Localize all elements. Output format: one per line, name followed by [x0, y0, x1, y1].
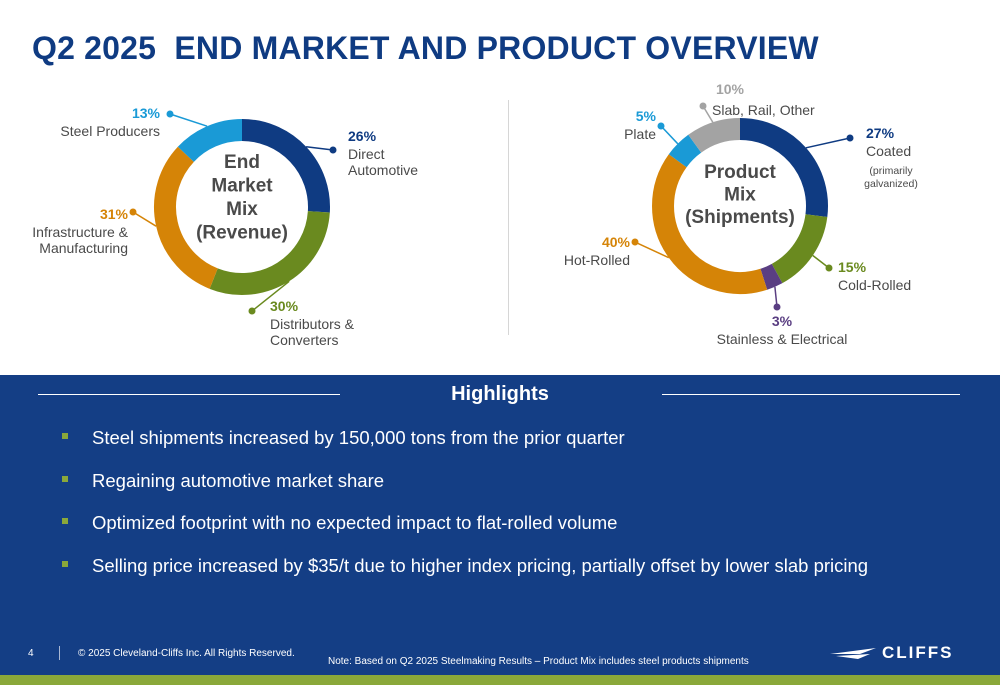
slice-percent-label: 30%: [270, 298, 299, 314]
slice-category-label: Plate: [624, 126, 656, 142]
slice-percent-label: 26%: [348, 128, 377, 144]
footnote: Note: Based on Q2 2025 Steelmaking Resul…: [328, 656, 749, 667]
donut-slice: [771, 213, 828, 284]
leader-dot: [657, 122, 665, 130]
donut-slice: [688, 118, 741, 153]
leader-dot: [773, 303, 781, 311]
slice-category-label: Cold-Rolled: [838, 277, 911, 293]
slice-category-label: Steel Producers: [60, 123, 160, 139]
slice-sublabel: (primarily: [869, 165, 913, 177]
donut-slice: [668, 134, 702, 168]
donut-center-title: (Revenue): [196, 223, 288, 244]
slice-percent-label: 40%: [602, 234, 631, 250]
slice-percent-label: 10%: [716, 81, 745, 97]
donut-center-title: Mix: [724, 185, 756, 206]
donut-slice: [739, 118, 828, 218]
highlight-item: Steel shipments increased by 150,000 ton…: [60, 427, 868, 470]
bottom-accent-bar: [0, 675, 1000, 685]
leader-line: [132, 211, 157, 227]
highlights-rule-left: [38, 394, 340, 395]
leader-line: [660, 125, 679, 145]
donut-center-title: End: [224, 152, 260, 173]
leader-dot: [846, 134, 854, 142]
donut-slice: [760, 263, 783, 290]
leader-dot: [699, 102, 707, 110]
leader-line: [634, 241, 670, 259]
leader-line: [169, 113, 208, 127]
highlight-item: Regaining automotive market share: [60, 470, 868, 513]
leader-dot: [248, 307, 256, 315]
leader-line: [306, 146, 334, 151]
highlights-panel: Highlights Steel shipments increased by …: [0, 375, 1000, 675]
leader-dot: [129, 208, 137, 216]
slice-category-label: Direct: [348, 146, 385, 162]
slice-category-label: Infrastructure &: [32, 224, 128, 240]
slice-percent-label: 5%: [636, 108, 657, 124]
bullet-square-icon: [62, 433, 68, 439]
cliffs-logo-icon: [830, 648, 876, 659]
logo-wordmark: CLIFFS: [882, 643, 954, 662]
page-number: 4: [28, 648, 34, 659]
highlight-item: Optimized footprint with no expected imp…: [60, 512, 868, 555]
donut-center-title: (Shipments): [685, 207, 795, 228]
slice-percent-label: 27%: [866, 125, 895, 141]
slice-category-label: Distributors &: [270, 316, 355, 332]
highlights-list: Steel shipments increased by 150,000 ton…: [60, 427, 868, 597]
footer-separator: [59, 646, 60, 660]
donut-slice: [209, 210, 330, 295]
bullet-square-icon: [62, 560, 68, 567]
bullet-square-icon: [62, 475, 68, 482]
donut-slice: [154, 146, 219, 289]
slice-category-label: Coated: [866, 143, 911, 159]
slice-category-label: Converters: [270, 332, 338, 348]
donut-center-title: Market: [211, 176, 273, 197]
leader-dot: [166, 110, 174, 118]
bullet-square-icon: [62, 518, 68, 524]
page-title: Q2 2025 END MARKET AND PRODUCT OVERVIEW: [32, 30, 819, 66]
slice-percent-label: 15%: [838, 259, 867, 275]
highlights-rule-right: [662, 394, 960, 395]
copyright-text: © 2025 Cleveland-Cliffs Inc. All Rights …: [78, 648, 295, 659]
donut-center-title: Mix: [226, 199, 258, 220]
slice-category-label: Automotive: [348, 162, 418, 178]
donut-slice: [241, 119, 330, 213]
leader-dot: [631, 238, 639, 246]
slice-percent-label: 31%: [100, 206, 129, 222]
slice-category-label: Manufacturing: [39, 240, 128, 256]
donut-center-title: Product: [704, 162, 776, 183]
donut-slice: [177, 119, 243, 163]
slice-percent-label: 3%: [772, 313, 793, 329]
slice-sublabel: galvanized): [864, 178, 918, 190]
highlight-item: Selling price increased by $35/t due to …: [60, 555, 868, 598]
chart-divider: [508, 100, 509, 335]
slice-percent-label: 13%: [132, 105, 161, 121]
leader-dot: [825, 264, 833, 272]
leader-dot: [329, 146, 337, 154]
donut-slice: [652, 154, 768, 294]
slice-category-label: Stainless & Electrical: [717, 331, 848, 347]
leader-line: [251, 280, 290, 312]
highlights-title: Highlights: [451, 383, 549, 405]
slice-category-label: Hot-Rolled: [564, 252, 630, 268]
slice-category-label: Slab, Rail, Other: [712, 102, 815, 118]
leader-line: [805, 137, 851, 149]
